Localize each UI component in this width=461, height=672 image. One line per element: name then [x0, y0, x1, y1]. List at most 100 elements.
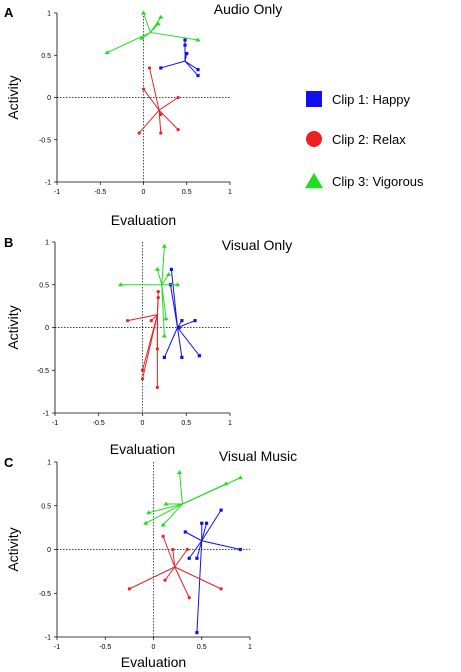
data-point: [156, 295, 160, 300]
spoke-line: [170, 284, 178, 328]
data-point: [155, 347, 159, 351]
y-tick-label: 0.5: [39, 282, 49, 289]
panel-a: A Audio Only -1 -0.5 0 0.5 1 1 0.5 0 -0.5 -1 Evaluat…: [4, 1, 282, 228]
x-tick-label: 0.5: [182, 189, 192, 196]
spoke-line: [201, 523, 208, 541]
spoke-line: [201, 540, 241, 550]
data-point: [183, 38, 187, 42]
data-point: [166, 272, 172, 276]
data-point: [162, 355, 166, 360]
data-point: [159, 66, 163, 70]
data-point: [147, 66, 152, 70]
panel-letter: A: [4, 5, 14, 20]
spoke-line: [172, 549, 176, 568]
data-point: [180, 319, 184, 323]
data-point: [139, 35, 145, 40]
spoke-line: [170, 269, 178, 328]
x-axis-label: Evaluation: [111, 212, 176, 228]
panel-letter: C: [4, 455, 14, 470]
spoke-line: [185, 531, 202, 542]
legend-item: Clip 3: Vigorous: [305, 172, 424, 189]
data-point: [196, 68, 200, 72]
x-tick-label: 1: [248, 644, 252, 651]
legend: Clip 1: Happy Clip 2: Relax Clip 3: Vigoro…: [305, 91, 424, 189]
spoke-line: [143, 12, 151, 33]
panel-title: Visual Only: [222, 237, 293, 253]
spoke-line: [149, 67, 160, 111]
spoke-line: [127, 314, 158, 322]
y-tick-label: -1: [45, 180, 51, 187]
spoke-line: [174, 566, 190, 598]
x-tick-label: 1: [228, 420, 232, 427]
x-tick-label: 0: [152, 644, 156, 651]
data-point: [163, 578, 167, 582]
legend-label: Clip 1: Happy: [332, 92, 411, 107]
panels: A Audio Only -1 -0.5 0 0.5 1 1 0.5 0 -0.5 -1 Evaluat…: [4, 1, 297, 670]
data-point: [140, 10, 147, 15]
y-tick-label: 0.5: [41, 503, 51, 510]
x-axis-label: Evaluation: [121, 654, 186, 670]
data-point: [160, 522, 166, 527]
series-triangle: [104, 10, 201, 55]
spoke-line: [145, 503, 183, 524]
legend-label: Clip 2: Relax: [332, 132, 406, 147]
x-tick-label: -0.5: [99, 644, 111, 651]
data-point: [176, 95, 180, 100]
y-tick-label: 1: [45, 240, 49, 247]
spoke-line: [160, 60, 186, 69]
data-point: [195, 37, 201, 42]
panel-title: Visual Music: [219, 448, 297, 464]
data-point: [163, 501, 169, 506]
panel-letter: B: [4, 235, 13, 250]
data-point: [143, 520, 149, 525]
spoke-line: [179, 472, 183, 505]
data-point: [141, 87, 146, 91]
spoke-line: [177, 327, 183, 358]
x-tick-label: -0.5: [93, 420, 105, 427]
spoke-line: [184, 60, 199, 71]
spoke-line: [182, 483, 227, 505]
spoke-line: [201, 509, 222, 542]
y-tick-label: 1: [47, 460, 51, 467]
data-point: [204, 521, 209, 525]
data-point: [161, 243, 167, 248]
data-point: [187, 596, 191, 600]
spoke-line: [148, 503, 183, 514]
data-point: [140, 377, 145, 381]
data-point: [155, 385, 159, 389]
data-point: [146, 510, 152, 515]
spoke-line: [174, 566, 222, 590]
legend-marker-triangle: [305, 172, 323, 189]
x-tick-label: 1: [228, 189, 232, 196]
y-tick-label: -0.5: [39, 137, 51, 144]
series-circle: [127, 534, 223, 600]
spoke-line: [177, 327, 200, 357]
spoke-line: [138, 109, 160, 134]
data-point: [219, 587, 223, 591]
y-tick-label: 0: [47, 547, 51, 554]
data-point: [185, 547, 189, 552]
legend-label: Clip 3: Vigorous: [332, 174, 424, 189]
data-point: [137, 131, 141, 135]
y-tick-label: -1: [45, 635, 51, 642]
data-point: [161, 534, 165, 538]
y-tick-label: 0.5: [41, 53, 51, 60]
data-point: [159, 112, 163, 116]
spoke-line: [129, 566, 175, 590]
legend-marker-circle: [306, 131, 322, 147]
data-point: [171, 547, 175, 552]
spoke-line: [163, 327, 178, 358]
spoke-line: [196, 540, 203, 633]
data-point: [163, 316, 169, 321]
data-point: [126, 319, 130, 323]
series-circle: [126, 289, 160, 389]
x-tick-label: 0: [142, 189, 146, 196]
y-tick-label: 1: [47, 11, 51, 18]
x-tick-label: -1: [54, 644, 60, 651]
data-point: [180, 355, 184, 360]
spoke-line: [156, 269, 163, 285]
spoke-line: [156, 297, 159, 315]
x-tick-label: -1: [54, 189, 60, 196]
spoke-line: [158, 109, 179, 130]
